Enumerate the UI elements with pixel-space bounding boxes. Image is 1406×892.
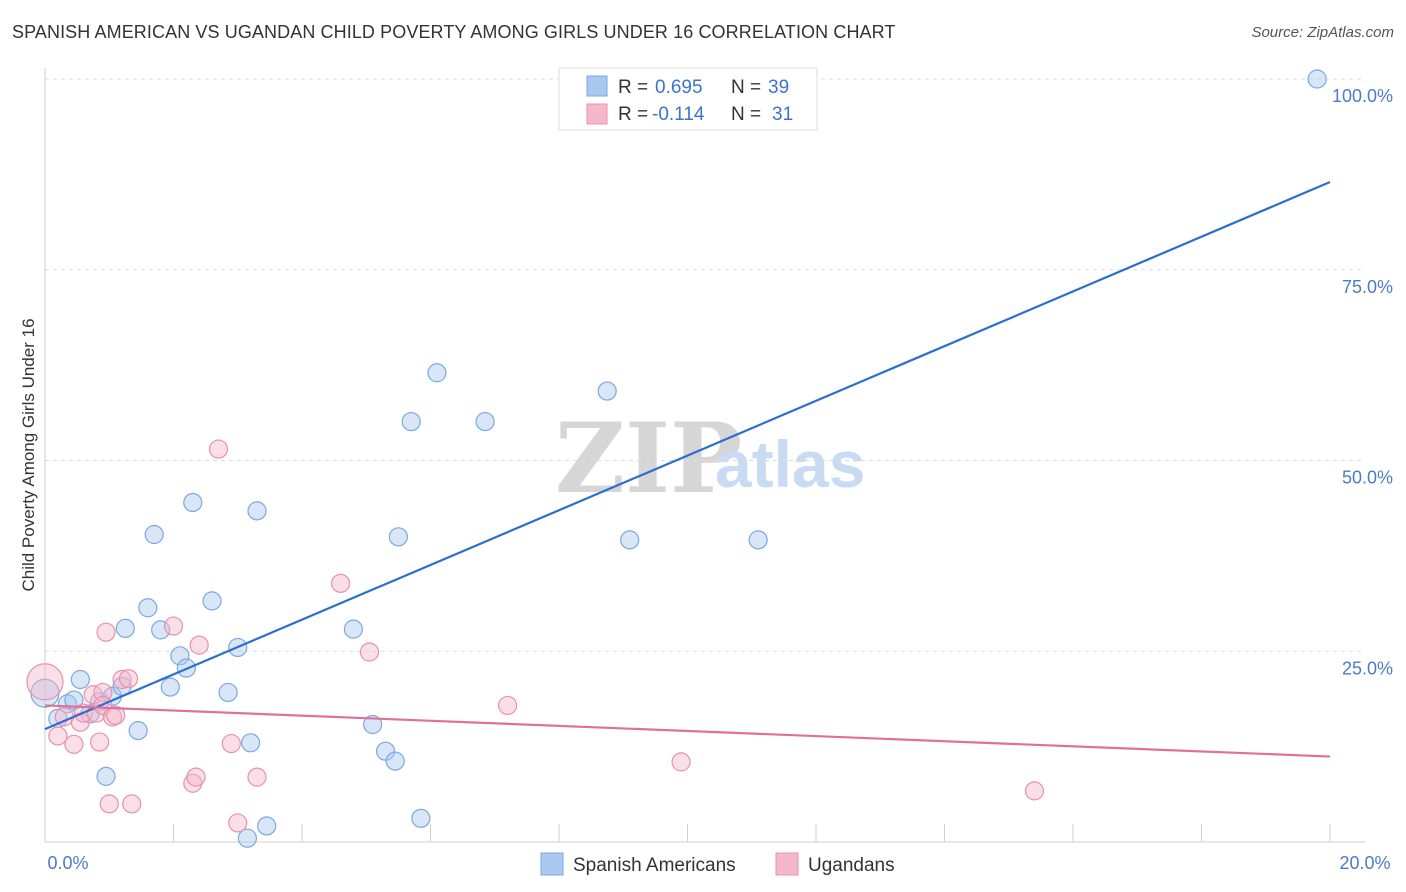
spanish-american-point [475,411,495,432]
ugandan-point [228,813,248,833]
watermark: ZIP atlas [555,402,865,515]
legend-r-value-pink: -0.114 [652,104,705,125]
legend-n-label-pink: N = [731,104,761,125]
legend-n-value-blue: 39 [768,77,789,98]
ugandan-point [106,705,126,725]
spanish-american-point [401,411,421,432]
bottom-legend-swatch-ugandan [775,852,799,876]
bottom-legend: Spanish Americans Ugandans [540,852,895,876]
spanish-american-point [388,527,408,547]
spanish-american-point [202,591,222,611]
spanish-american-point [343,619,363,639]
source-label: Source: ZipAtlas.com [1251,24,1394,41]
ugandan-trend-line [44,704,1331,758]
spanish-american-point [385,751,405,771]
spanish-american-trend-line [44,180,1331,731]
spanish-american-point [170,646,190,666]
spanish-american-point [1307,69,1327,89]
x-tick-label-max: 20.0% [1339,853,1390,873]
spanish-american-point [257,816,277,836]
spanish-american-point [70,669,90,690]
spanish-american-point [363,714,383,735]
grid-lines [45,78,1365,652]
ugandan-point [96,622,116,642]
ugandan-point [189,635,209,655]
legend-swatch-pink [586,103,608,125]
ugandan-point [64,734,84,754]
spanish-american-point [375,741,396,761]
watermark-atlas: atlas [715,427,865,501]
ugandan-point [163,616,184,636]
spanish-american-point [411,808,431,828]
legend-n-value-pink: 31 [772,104,793,125]
y-axis-label: Child Poverty Among Girls Under 16 [19,318,38,591]
legend-box: R = 0.695 N = 39 R = -0.114 N = 31 [558,67,818,131]
bottom-legend-label-spanish: Spanish Americans [573,855,736,876]
spanish-american-point [237,828,257,848]
watermark-zip: ZIP [555,402,742,515]
spanish-american-point [64,690,84,710]
scatter-points [26,69,1327,848]
legend-r-label-blue: R = [618,77,648,98]
spanish-american-point [144,524,164,545]
spanish-american-point [183,492,203,513]
legend-n-label-blue: N = [731,77,761,98]
ugandan-point [208,439,229,459]
ugandan-point [90,732,110,752]
spanish-american-point [620,530,640,550]
bottom-legend-swatch-spanish [540,852,564,876]
bottom-legend-label-ugandan: Ugandans [808,855,895,876]
spanish-american-point [128,721,148,741]
y-tick-label: 50.0% [1342,468,1393,488]
ugandan-point [359,642,380,662]
x-axis-ticks [44,824,1331,842]
legend-r-label-pink: R = [618,104,648,125]
y-tick-labels: 100.0% 75.0% 50.0% 25.0% [1332,86,1393,678]
ugandan-point [1024,781,1045,801]
ugandan-point [122,794,142,814]
ugandan-point [112,669,132,690]
ugandan-point [221,733,241,754]
y-tick-label: 100.0% [1332,86,1393,106]
ugandan-point [247,767,267,787]
ugandan-point [498,695,518,716]
legend-swatch-blue [586,75,608,97]
ugandan-point [48,726,68,746]
ugandan-point [671,752,691,772]
ugandan-point [99,794,119,814]
ugandan-point [186,767,206,787]
spanish-american-point [241,733,261,753]
spanish-american-point [597,381,617,401]
spanish-american-point [151,620,171,640]
trend-lines [44,180,1331,758]
spanish-american-point [160,677,180,697]
y-tick-label: 25.0% [1342,658,1393,678]
chart-title: SPANISH AMERICAN VS UGANDAN CHILD POVERT… [12,22,896,42]
y-tick-label: 75.0% [1342,277,1393,297]
spanish-american-point [138,598,158,618]
spanish-american-point [427,363,447,383]
ugandan-point [118,669,139,689]
legend-r-value-blue: 0.695 [655,77,703,98]
spanish-american-point [748,530,768,550]
ugandan-point [26,663,64,701]
x-tick-label-min: 0.0% [47,853,88,873]
spanish-american-point [96,766,116,786]
spanish-american-point [218,682,238,703]
ugandan-point [330,573,351,593]
spanish-american-point [247,501,267,521]
spanish-american-point [115,618,135,638]
